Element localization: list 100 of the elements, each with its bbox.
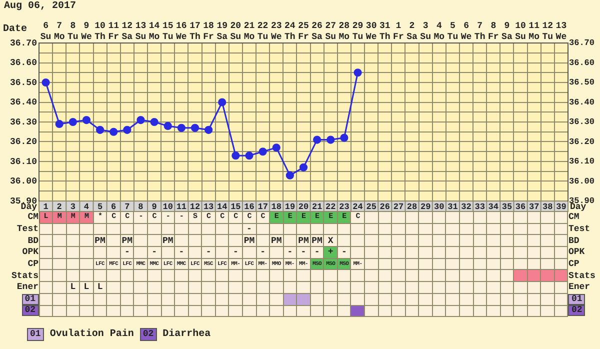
point bbox=[96, 126, 104, 134]
x-tick-label: 29 Tu bbox=[352, 21, 364, 42]
x-tick-label: 11 Fr bbox=[108, 21, 120, 42]
x2-tick-label: 10 bbox=[162, 202, 173, 212]
point bbox=[55, 120, 64, 128]
point bbox=[177, 124, 186, 132]
x-tick-label: 7 Th bbox=[474, 21, 486, 42]
x-tick-label: 8 Tu bbox=[68, 21, 78, 42]
x2-tick-label: 25 bbox=[366, 202, 376, 212]
y-tick-label: 36.10 bbox=[10, 156, 37, 167]
text: - bbox=[260, 247, 266, 258]
x-tick-label: 2 Sa bbox=[406, 21, 418, 42]
x2-tick-label: 18 bbox=[271, 202, 282, 212]
y-tick-label: Ener bbox=[568, 282, 590, 292]
x2-tick-label: 30 bbox=[434, 202, 444, 212]
x-tick-label: 4 Mo bbox=[434, 21, 445, 42]
y-tick-label: BD bbox=[568, 236, 580, 246]
text: L bbox=[70, 282, 76, 292]
point bbox=[232, 152, 240, 160]
x2-tick-label: 15 bbox=[230, 202, 241, 212]
y-tick-label: 36.00 bbox=[10, 176, 37, 187]
x2-tick-label: 36 bbox=[515, 202, 526, 212]
x-tick-label: 9 Sa bbox=[502, 21, 513, 42]
y-tick-label: CP bbox=[568, 259, 580, 270]
text: PM bbox=[244, 236, 255, 246]
text: Ovulation Pain bbox=[48, 329, 135, 340]
x2-tick-label: 2 bbox=[56, 202, 62, 212]
y-tick-label: 01 bbox=[22, 294, 38, 305]
x-tick-label: 31 Th bbox=[379, 21, 391, 42]
x-tick-label: 27 Su bbox=[325, 21, 336, 42]
x2-tick-label: 6 bbox=[111, 202, 116, 212]
text: PM bbox=[270, 236, 282, 246]
x-tick-label: 3 Su bbox=[420, 21, 431, 42]
x2-tick-label: 32 bbox=[461, 202, 472, 212]
x2-tick-label: 16 bbox=[244, 202, 254, 212]
text: Diarrhea bbox=[162, 329, 211, 340]
x2-tick-label: 11 bbox=[176, 202, 187, 212]
x-tick-label: 12 Sa bbox=[122, 21, 134, 42]
x2-tick-label: 33 bbox=[474, 202, 485, 212]
point bbox=[272, 144, 280, 152]
x2-tick-label: 34 bbox=[488, 202, 498, 212]
point bbox=[150, 118, 158, 126]
point bbox=[68, 118, 77, 126]
point bbox=[82, 116, 91, 124]
x-tick-label: 17 Th bbox=[190, 21, 200, 42]
x-tick-label: 28 Mo bbox=[338, 21, 350, 42]
x2-tick-label: 31 bbox=[448, 202, 458, 212]
x-tick-label: 13 We bbox=[556, 21, 567, 42]
x2-tick-label: 14 bbox=[217, 202, 228, 212]
x-tick-label: 14 Mo bbox=[148, 21, 160, 42]
x2-tick-label: 8 bbox=[138, 202, 144, 212]
y-tick-label: 36.50 bbox=[10, 78, 37, 88]
text: X bbox=[328, 236, 334, 246]
point bbox=[123, 126, 132, 134]
y-tick-label: OPK bbox=[568, 247, 585, 258]
point bbox=[136, 116, 145, 124]
point bbox=[42, 78, 50, 87]
x-tick-label: 6 We bbox=[460, 21, 472, 42]
x-tick-label: 7 Mo bbox=[54, 21, 65, 42]
x-tick-label: 13 Su bbox=[135, 21, 146, 42]
text: - bbox=[287, 247, 293, 258]
x-tick-label: 8 Fr bbox=[488, 21, 499, 42]
x-tick-label: 30 We bbox=[366, 21, 377, 42]
x2-tick-label: 26 bbox=[380, 202, 390, 212]
x-tick-label: 25 Fr bbox=[298, 21, 309, 42]
x2-tick-label: 19 bbox=[284, 202, 296, 212]
x2-tick-label: 1 bbox=[43, 202, 48, 212]
text: Aug 06, 2017 bbox=[4, 1, 76, 12]
x-tick-label: 24 Th bbox=[284, 21, 296, 42]
x2-tick-label: 23 bbox=[339, 202, 350, 212]
x2-tick-label: 3 bbox=[70, 202, 76, 212]
x-axis-title: Date bbox=[3, 24, 28, 35]
x-tick-label: 19 Sa bbox=[216, 21, 228, 42]
x2-tick-label: 13 bbox=[203, 202, 214, 212]
y-tick-label: 36.70 bbox=[10, 38, 37, 48]
point bbox=[245, 152, 254, 160]
text: PM bbox=[122, 236, 133, 246]
text: + bbox=[328, 247, 334, 258]
x2-tick-label: 28 bbox=[406, 202, 418, 212]
text: PM bbox=[312, 236, 322, 246]
x2-tick-label: 39 bbox=[556, 202, 566, 212]
x2-tick-label: 9 bbox=[152, 202, 157, 212]
point bbox=[326, 136, 335, 144]
x2-tick-label: 21 bbox=[312, 202, 322, 212]
x2-tick-label: 24 bbox=[352, 202, 363, 212]
x2-tick-label: 17 bbox=[258, 202, 268, 212]
x2-tick-label: 22 bbox=[326, 202, 336, 212]
x-tick-label: 11 Mo bbox=[528, 21, 540, 42]
point bbox=[204, 126, 213, 134]
point bbox=[218, 98, 226, 106]
x-tick-label: 9 We bbox=[81, 21, 92, 42]
x2-tick-label: 7 bbox=[124, 202, 130, 212]
x-tick-label: 5 Tu bbox=[447, 21, 458, 42]
y-tick-label: CM bbox=[568, 212, 580, 222]
x-tick-label: 10 Th bbox=[94, 21, 106, 42]
x2-tick-label: 20 bbox=[298, 202, 309, 212]
x2-tick-label: 27 bbox=[393, 202, 404, 212]
text: - bbox=[152, 247, 157, 258]
x-tick-label: 12 Tu bbox=[542, 21, 554, 42]
x-tick-label: 6 Su bbox=[40, 21, 52, 42]
